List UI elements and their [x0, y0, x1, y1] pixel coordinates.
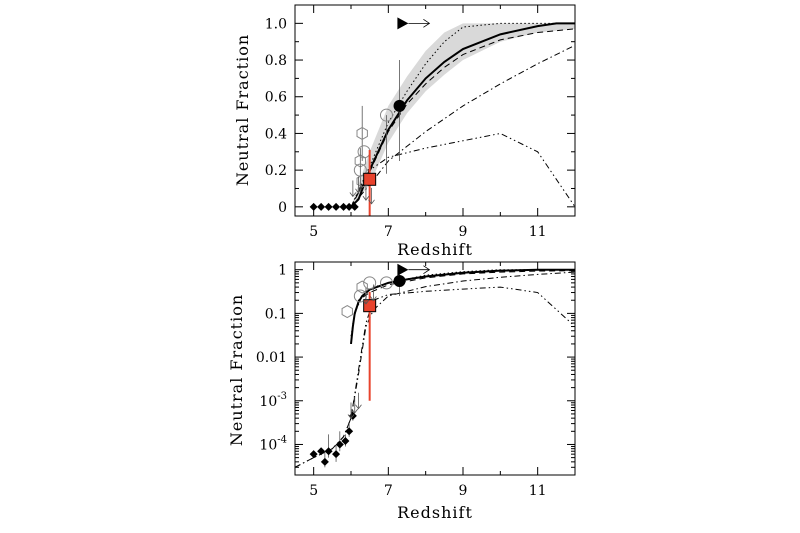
top-point-filled-diamond	[332, 202, 341, 211]
top-ytick-label: 0.8	[265, 53, 287, 69]
bottom-point-filled-triangle-lower-limit-arrow-head	[423, 265, 431, 275]
top-axes-frame	[294, 4, 576, 217]
bottom-point-open-hexagon	[341, 304, 353, 319]
bottom-point-filled-circle	[393, 275, 406, 288]
bottom-axes-frame	[294, 261, 576, 476]
bottom-point-open-circle	[353, 289, 367, 303]
bottom-ytick-label-exp: -4	[277, 434, 287, 445]
bottom-series-dotted	[350, 269, 575, 337]
top-xtick-label: 5	[309, 224, 318, 240]
top-xtick-label: 11	[529, 224, 547, 240]
bottom-ytick-label: 10-4	[259, 434, 287, 453]
bottom-series-dash-dot-dot	[295, 286, 575, 468]
top-point-open-square	[363, 172, 377, 186]
bottom-ytick-label: 10-3	[259, 391, 287, 410]
top-point-filled-circle	[393, 99, 406, 112]
top-point-filled-triangle-lower-limit	[397, 17, 409, 30]
bottom-point-filled-diamond	[324, 447, 333, 456]
bottom-ytick-label-exp: -3	[277, 391, 287, 402]
bottom-point-open-square	[363, 299, 377, 313]
top-point-filled-diamond	[317, 202, 326, 211]
bottom-point-open-circle	[363, 276, 377, 290]
bottom-point-filled-diamond	[309, 450, 318, 459]
bottom-point-upper-limit-arrow-head	[355, 404, 362, 410]
top-point-filled-diamond	[324, 202, 333, 211]
bottom-point-upper-limit-arrow-head	[351, 408, 359, 414]
bottom-ytick-label-base: 10	[259, 394, 277, 410]
bottom-ylabel: Neutral Fraction	[227, 294, 246, 446]
bottom-xtick-label: 7	[384, 483, 393, 499]
bottom-point-filled-diamond	[341, 437, 350, 446]
top-ytick-label: 0.6	[265, 90, 287, 106]
bottom-xlabel: Redshift	[397, 503, 473, 522]
top-panel: 5 7 9 11 0 0.2 0.4 0.6 0.8 1.0 Redshift Neutral F…	[233, 4, 576, 259]
bottom-point-open-hexagon	[356, 280, 368, 294]
top-ytick-label: 0.4	[265, 126, 287, 142]
top-xlabel: Redshift	[397, 240, 473, 259]
top-point-upper-limit-arrow-head	[368, 199, 375, 205]
top-point-upper-limit-arrow-head	[355, 188, 362, 194]
top-xtick-label: 7	[384, 224, 393, 240]
top-ytick-label: 0.2	[265, 163, 287, 179]
top-point-open-hexagon	[356, 126, 368, 141]
top-point-open-circle	[353, 163, 367, 177]
top-plot-area	[309, 17, 575, 216]
bottom-point-upper-limit-arrow-head	[347, 414, 355, 420]
top-series-dashed	[350, 28, 575, 208]
top-xtick-label: 9	[459, 224, 468, 240]
top-point-filled-diamond	[350, 202, 359, 211]
top-ticks: 5 7 9 11 0 0.2 0.4 0.6 0.8 1.0	[265, 4, 576, 240]
top-point-open-circle	[379, 108, 393, 122]
top-point-upper-limit-arrow-head	[349, 192, 357, 198]
top-ytick-label: 0	[278, 200, 287, 216]
top-point-filled-diamond	[309, 202, 318, 211]
bottom-ytick-label-base: 10	[259, 437, 277, 453]
bottom-xtick-label: 5	[309, 483, 318, 499]
top-series-dotted	[350, 22, 575, 208]
bottom-xtick-label: 9	[459, 483, 468, 499]
bottom-point-filled-diamond	[320, 457, 329, 466]
bottom-plot-area	[295, 263, 575, 468]
top-point-filled-triangle-lower-limit-arrow-head	[423, 19, 431, 28]
top-ylabel: Neutral Fraction	[233, 34, 252, 186]
top-point-filled-diamond	[339, 202, 348, 211]
bottom-point-upper-limit-arrow-head	[362, 299, 370, 305]
bottom-ytick-label: 0.01	[256, 350, 287, 366]
top-point-open-circle	[357, 145, 371, 159]
bottom-series-dashed	[350, 270, 575, 344]
bottom-point-filled-triangle-lower-limit	[397, 263, 409, 276]
bottom-point-filled-diamond	[317, 447, 326, 456]
top-point-filled-diamond	[345, 202, 354, 211]
bottom-xtick-label: 11	[529, 483, 547, 499]
top-confidence-band	[351, 23, 575, 207]
bottom-point-filled-diamond	[332, 450, 341, 459]
bottom-ytick-label: 0.1	[265, 306, 287, 322]
bottom-point-upper-limit-arrow-head	[370, 296, 377, 302]
bottom-series-dash-dot	[295, 271, 575, 468]
bottom-point-filled-diamond	[335, 440, 344, 449]
bottom-ytick-label: 1	[278, 263, 287, 279]
bottom-point-open-circle	[379, 276, 393, 290]
top-ytick-label: 1.0	[265, 16, 287, 32]
bottom-point-filled-diamond	[345, 427, 354, 436]
top-point-upper-limit-arrow-head	[362, 195, 370, 201]
